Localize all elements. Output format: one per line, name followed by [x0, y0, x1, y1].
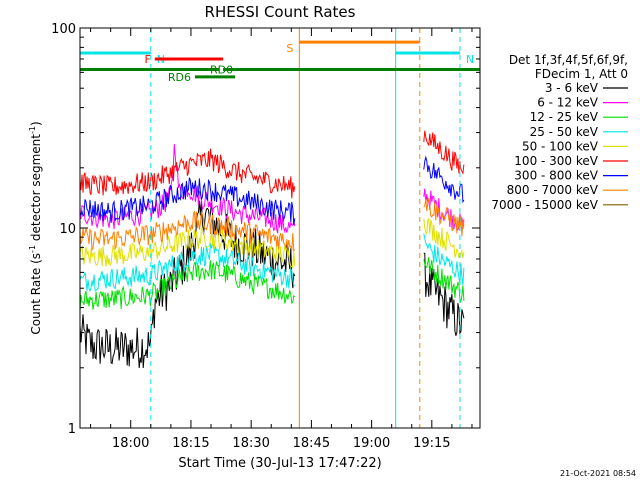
- series-line-7-segment-2: [423, 155, 465, 204]
- y-axis-label-superscript-2: -1: [28, 126, 37, 134]
- y-tick-label-2: 10: [59, 222, 76, 237]
- y-axis-label-end: ): [29, 121, 43, 126]
- x-tick-label-1: 18:00: [112, 436, 149, 451]
- y-axis-label-tail: detector segment: [29, 134, 43, 245]
- legend-label-8: 800 - 7000 keV: [507, 183, 599, 197]
- series-line-4-segment-2: [423, 233, 465, 285]
- series-line-2-segment-1: [80, 143, 296, 234]
- y-tick-label-1: 1: [68, 422, 76, 437]
- y-tick-label-3: 100: [51, 22, 76, 37]
- legend: Det 1f,3f,4f,5f,6f,9f, FDecim 1, Att 0 3…: [491, 53, 628, 212]
- series-line-1-segment-2: [423, 252, 465, 336]
- series-line-5-segment-2: [423, 217, 465, 259]
- x-tick-label-2: 18:15: [172, 436, 209, 451]
- x-tick-label-3: 18:30: [232, 436, 269, 451]
- series-line-6-segment-1: [80, 148, 296, 199]
- series-line-5-segment-1: [80, 227, 296, 269]
- flag-label-8: S: [286, 42, 293, 55]
- series-line-8-segment-1: [80, 210, 296, 253]
- series-layer: [80, 130, 465, 369]
- chart-title: RHESSI Count Rates: [205, 3, 356, 21]
- legend-label-3: 12 - 25 keV: [530, 110, 599, 124]
- x-tick-label-6: 19:15: [413, 436, 450, 451]
- x-tick-label-5: 19:00: [353, 436, 390, 451]
- y-axis-label-main: Count Rate (s: [29, 253, 43, 335]
- series-line-3-segment-1: [80, 260, 296, 311]
- series-line-8-segment-2: [423, 197, 465, 237]
- flag-label-3: F: [144, 53, 150, 66]
- vline-layer: [79, 28, 461, 428]
- timestamp: 21-Oct-2021 08:54: [560, 469, 636, 478]
- series-line-6-segment-2: [423, 130, 465, 175]
- series-line-3-segment-2: [423, 257, 465, 304]
- legend-label-7: 300 - 800 keV: [514, 169, 598, 183]
- legend-header-decimation: FDecim 1, Att 0: [535, 67, 628, 81]
- flag-label-5: RD6: [168, 71, 191, 84]
- legend-label-9: 7000 - 15000 keV: [491, 198, 598, 212]
- x-tick-label-4: 18:45: [293, 436, 330, 451]
- legend-label-5: 50 - 100 keV: [522, 139, 599, 153]
- flag-label-2: N: [466, 53, 474, 66]
- axes-layer: 18:00 18:15 18:30 18:45 19:00 19:15 1 10 100: [51, 22, 480, 451]
- y-axis-label-superscript: -1: [28, 245, 37, 253]
- legend-header-detectors: Det 1f,3f,4f,5f,6f,9f,: [509, 53, 628, 67]
- legend-label-4: 25 - 50 keV: [530, 125, 599, 139]
- y-axis-label: Count Rate (s-1 detector segment-1): [28, 121, 43, 334]
- x-axis-label: Start Time (30-Jul-13 17:47:22): [178, 456, 381, 471]
- legend-label-2: 6 - 12 keV: [537, 96, 599, 110]
- series-line-4-segment-1: [80, 243, 296, 292]
- series-line-7-segment-1: [80, 177, 296, 225]
- legend-label-1: 3 - 6 keV: [545, 81, 599, 95]
- flag-label-4: RD0: [210, 64, 233, 77]
- legend-label-6: 100 - 300 keV: [514, 154, 598, 168]
- flag-layer: NNFRD0RD6S: [80, 40, 480, 84]
